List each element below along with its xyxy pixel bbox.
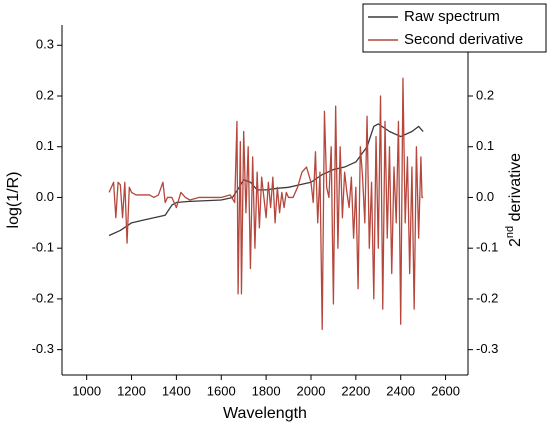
y2-title-part: 2	[507, 238, 524, 247]
x-tick-label: 1600	[207, 383, 236, 398]
x-tick-label: 1200	[117, 383, 146, 398]
y2-tick-label: -0.2	[476, 290, 498, 305]
series-line	[108, 123, 424, 237]
y-tick-label: 0.0	[36, 189, 54, 204]
y-tick-label: 0.2	[36, 87, 54, 102]
x-axis-title: Wavelength	[223, 405, 307, 422]
x-tick-label: 2400	[386, 383, 415, 398]
series-line	[108, 77, 424, 330]
x-tick-label: 1800	[252, 383, 281, 398]
y-tick-label: -0.2	[32, 290, 54, 305]
legend-box	[362, 3, 547, 53]
y2-axis-title: 2nd derivative	[504, 153, 524, 247]
y-tick-label: -0.3	[32, 341, 54, 356]
y2-title-superscript: nd	[504, 226, 516, 238]
y2-tick-label: 0.1	[476, 138, 494, 153]
y2-tick-label: 0.2	[476, 87, 494, 102]
y-tick-label: 0.1	[36, 138, 54, 153]
legend-label: Raw spectrum	[404, 8, 500, 25]
y2-tick-label: -0.3	[476, 341, 498, 356]
x-tick-label: 2200	[341, 383, 370, 398]
x-tick-label: 1000	[72, 383, 101, 398]
legend-label: Second derivative	[404, 31, 523, 48]
y2-tick-label: -0.1	[476, 240, 498, 255]
y2-tick-label: 0.0	[476, 189, 494, 204]
y-axis-title: log(1/R)	[5, 172, 22, 229]
y2-title-part: derivative	[507, 153, 524, 226]
x-tick-label: 1400	[162, 383, 191, 398]
x-tick-label: 2600	[431, 383, 460, 398]
y-tick-label: 0.3	[36, 37, 54, 52]
x-tick-label: 2000	[297, 383, 326, 398]
y-tick-label: -0.1	[32, 240, 54, 255]
